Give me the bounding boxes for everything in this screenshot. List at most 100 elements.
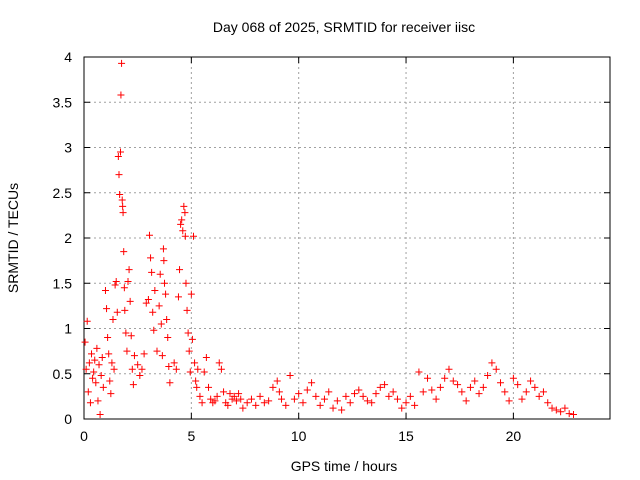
data-point-marker [256,392,264,400]
data-point-marker [82,365,90,373]
data-point-marker [522,388,530,396]
data-point-marker [247,395,255,403]
data-point-marker [186,368,194,376]
data-point-marker [471,377,479,385]
data-point-marker [436,383,444,391]
data-point-marker [411,401,419,409]
data-point-marker [449,377,457,385]
data-point-marker [187,290,195,298]
data-point-marker [189,232,197,240]
data-point-marker [116,148,124,156]
data-point-marker [531,383,539,391]
data-point-marker [458,388,466,396]
data-point-marker [151,286,159,294]
y-tick-label: 2 [64,230,72,246]
data-point-marker [193,383,201,391]
data-point-marker [215,359,223,367]
data-point-marker [129,381,137,389]
data-point-marker [561,404,569,412]
data-point-marker [121,306,129,314]
axis-ticks: 0 5 10 15 20 0 0.5 1 1.5 2 2.5 3 3.5 4 [53,49,610,444]
x-tick-label: 15 [398,428,414,444]
data-point-marker [363,397,371,405]
data-point-marker [150,326,158,334]
data-point-marker [120,284,128,292]
data-point-marker [351,390,359,398]
data-point-marker [273,377,281,385]
data-point-marker [142,299,150,307]
data-point-marker [127,332,135,340]
data-point-marker [398,404,406,412]
data-point-marker [113,308,121,316]
data-point-marker [156,270,164,278]
data-point-marker [140,350,148,358]
data-point-marker [138,365,146,373]
data-point-marker [479,383,487,391]
data-point-marker [217,365,225,373]
x-tick-label: 10 [291,428,307,444]
data-point-marker [224,401,232,409]
data-point-marker [368,399,376,407]
data-point-marker [166,379,174,387]
data-point-marker [158,352,166,360]
data-point-marker [415,368,423,376]
data-point-marker [149,308,157,316]
data-point-marker [237,395,245,403]
data-point-marker [192,377,200,385]
data-point-marker [115,171,123,179]
data-point-marker [184,329,192,337]
data-point-marker [104,334,112,342]
data-point-marker [235,390,243,398]
data-point-marker [295,390,303,398]
data-point-marker [303,386,311,394]
data-point-marker [114,153,122,161]
data-point-marker [346,399,354,407]
data-point-marker [109,315,117,323]
data-point-marker [172,365,180,373]
data-point-marker [116,191,124,199]
data-point-marker [144,296,152,304]
data-point-marker [160,257,168,265]
data-point-marker [94,397,102,405]
data-point-marker [220,388,228,396]
data-point-marker [200,368,208,376]
data-point-marker [488,359,496,367]
x-tick-label: 20 [506,428,522,444]
data-point-marker [88,350,96,358]
data-point-marker [86,399,94,407]
data-point-marker [338,406,346,414]
data-point-marker [226,390,234,398]
data-point-marker [492,365,500,373]
data-point-marker [157,320,165,328]
data-point-marker [278,395,286,403]
data-point-marker [81,338,89,346]
data-point-marker [260,399,268,407]
data-point-marker [424,374,432,382]
data-point-marker [118,196,126,204]
data-point-marker [194,365,202,373]
data-point-marker [155,302,163,310]
data-point-marker [497,379,505,387]
chart-title: Day 068 of 2025, SRMTID for receiver iis… [213,19,475,35]
data-point-marker [179,227,187,235]
data-points [81,59,578,418]
data-point-marker [161,279,169,287]
data-point-marker [243,399,251,407]
data-point-marker [505,397,513,405]
data-point-marker [93,344,101,352]
data-point-marker [557,408,565,416]
data-point-marker [312,392,320,400]
data-point-marker [119,209,127,217]
data-point-marker [180,202,188,210]
data-point-marker [103,305,111,313]
data-point-marker [185,347,193,355]
data-point-marker [514,381,522,389]
data-point-marker [96,410,104,418]
data-point-marker [95,361,103,369]
data-point-marker [125,266,133,274]
data-point-marker [325,388,333,396]
data-point-marker [406,392,414,400]
data-point-marker [269,383,277,391]
data-point-marker [107,390,115,398]
